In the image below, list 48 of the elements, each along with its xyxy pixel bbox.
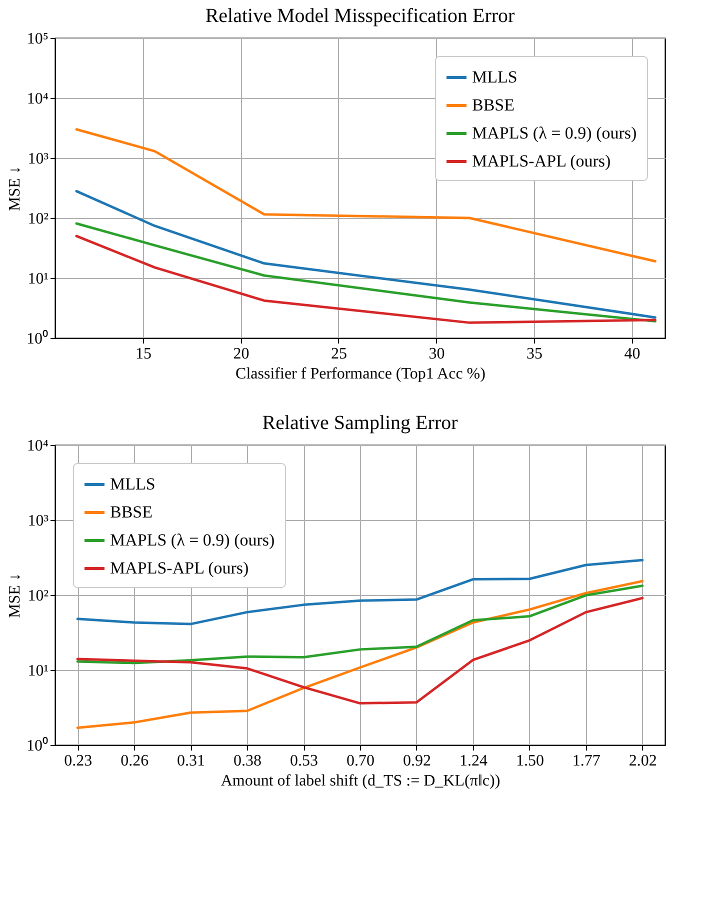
legend-label: BBSE [110, 502, 153, 522]
y-axis-title: MSE ↓ [6, 573, 24, 618]
line-series [75, 190, 656, 319]
x-tick-label: 20 [233, 346, 250, 362]
line-series [76, 558, 644, 626]
y-tick-label: 10¹ [28, 270, 49, 288]
x-tick-label: 1.50 [516, 752, 544, 770]
x-tick-label: 0.53 [290, 752, 318, 770]
x-tick-label: 15 [135, 346, 152, 362]
line-series [76, 596, 644, 705]
x-axis-title: Classifier f Performance (Top1 Acc %) [236, 366, 486, 382]
x-tick-label: 0.23 [64, 752, 92, 770]
y-tick-label: 10² [28, 588, 49, 604]
chart-title: Relative Sampling Error [262, 412, 458, 434]
line-series [75, 128, 656, 263]
legend-label: MAPLS-APL (ours) [472, 152, 611, 170]
y-tick-label: 10⁰ [26, 330, 48, 348]
x-tick-label: 0.31 [177, 752, 206, 770]
legend-label: MAPLS (λ = 0.9) (ours) [472, 124, 637, 142]
x-tick-label: 2.02 [628, 752, 657, 770]
x-tick-label: 25 [330, 346, 347, 362]
x-axis-title: Amount of label shift (d_TS := D_KL(π‖c)) [220, 772, 500, 790]
x-tick-label: 30 [428, 346, 445, 362]
y-tick-label: 10¹ [28, 662, 49, 680]
x-tick-label: 1.77 [572, 752, 600, 770]
legend-label: MLLS [472, 68, 518, 86]
x-tick-label: 35 [526, 346, 543, 362]
x-tick-label: 0.38 [234, 752, 262, 770]
y-axis-title: MSE ↓ [6, 166, 24, 211]
legend-label: MAPLS (λ = 0.9) (ours) [110, 530, 275, 550]
y-tick-label: 10⁴ [26, 438, 49, 454]
chart-title: Relative Model Misspecification Error [205, 5, 516, 27]
legend-label: MAPLS-APL (ours) [110, 558, 249, 578]
x-tick-label: 0.26 [120, 752, 149, 770]
y-tick-label: 10⁵ [26, 30, 48, 48]
y-tick-label: 10³ [28, 512, 49, 530]
x-tick-label: 40 [624, 346, 640, 362]
y-tick-label: 10³ [28, 150, 49, 168]
legend-label: MLLS [110, 474, 156, 494]
y-tick-label: 10⁰ [26, 736, 48, 754]
line-series [76, 584, 644, 664]
x-tick-label: 0.92 [402, 752, 431, 770]
y-tick-label: 10⁴ [26, 90, 49, 108]
y-tick-label: 10² [28, 210, 49, 228]
line-series [76, 580, 644, 729]
legend-label: BBSE [472, 96, 515, 114]
x-tick-label: 0.70 [346, 752, 374, 770]
x-tick-label: 1.24 [459, 752, 488, 770]
